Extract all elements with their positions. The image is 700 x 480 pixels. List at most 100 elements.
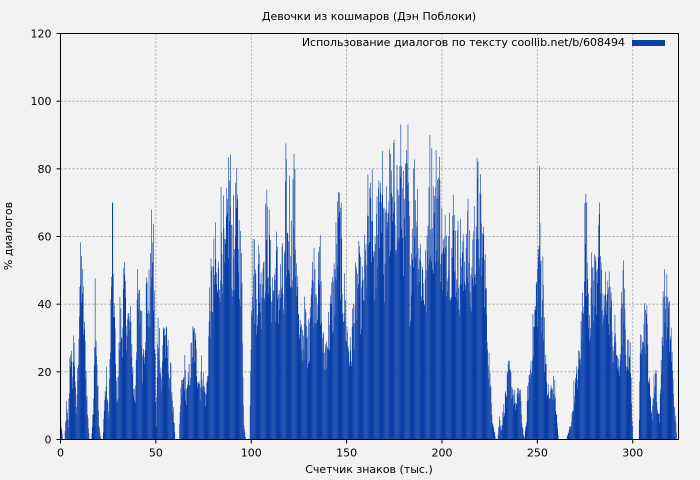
- bar: [93, 365, 95, 440]
- bar: [340, 202, 342, 440]
- bar: [579, 358, 581, 440]
- bar: [366, 265, 368, 440]
- bar: [296, 295, 298, 440]
- bar: [329, 303, 331, 440]
- bar: [140, 310, 142, 440]
- bar: [77, 380, 79, 440]
- bar: [493, 428, 495, 440]
- bar: [383, 207, 385, 440]
- bar: [386, 228, 388, 440]
- bar: [402, 276, 404, 440]
- bar: [667, 327, 668, 440]
- bar: [395, 250, 396, 440]
- bar: [219, 289, 220, 440]
- bar: [170, 363, 172, 440]
- bar: [668, 300, 670, 440]
- bar: [441, 207, 443, 440]
- bar: [613, 361, 614, 440]
- bar: [644, 347, 646, 440]
- bar: [405, 163, 406, 440]
- bar: [460, 258, 462, 440]
- bar: [263, 261, 265, 440]
- bar: [642, 341, 643, 440]
- bar: [469, 230, 470, 440]
- bar: [480, 174, 481, 440]
- bar: [296, 263, 297, 440]
- bar: [389, 149, 390, 440]
- bar: [319, 284, 321, 440]
- bar: [586, 202, 588, 440]
- bar: [507, 364, 509, 440]
- bar: [510, 370, 511, 440]
- bar: [422, 283, 424, 440]
- bar: [112, 273, 114, 440]
- bar: [600, 255, 601, 440]
- bar: [485, 288, 487, 440]
- bar: [164, 336, 166, 440]
- bar: [294, 253, 295, 440]
- bar: [471, 267, 473, 440]
- bar: [168, 387, 170, 440]
- bar: [226, 187, 228, 440]
- bar: [432, 186, 434, 440]
- bar: [587, 279, 589, 440]
- bar: [627, 367, 629, 440]
- bar: [354, 305, 356, 440]
- bar: [502, 412, 504, 440]
- bar: [410, 265, 412, 440]
- bar: [191, 342, 192, 440]
- bar: [516, 404, 517, 440]
- bar: [574, 395, 575, 440]
- bar: [282, 293, 284, 440]
- bar: [201, 355, 202, 440]
- bar: [514, 409, 516, 440]
- bar: [400, 124, 402, 440]
- bar: [387, 222, 388, 440]
- bar: [153, 310, 155, 440]
- bar: [481, 276, 483, 440]
- bar: [466, 277, 468, 440]
- bar: [102, 432, 104, 440]
- bar: [334, 315, 335, 440]
- bar: [462, 241, 464, 440]
- bar: [103, 419, 105, 440]
- bar: [282, 243, 283, 440]
- bar: [391, 192, 393, 440]
- bar: [481, 223, 482, 440]
- bar: [236, 167, 238, 440]
- bar: [256, 298, 257, 440]
- bar: [521, 414, 522, 440]
- bar: [548, 392, 549, 440]
- bar: [528, 375, 530, 440]
- bar: [411, 228, 413, 440]
- bar: [310, 317, 311, 440]
- bar: [605, 271, 606, 440]
- bar: [365, 243, 367, 440]
- bar: [227, 198, 229, 440]
- bar: [291, 220, 292, 440]
- bar: [629, 342, 631, 440]
- bar: [289, 175, 291, 440]
- bar: [217, 290, 219, 440]
- bar: [500, 429, 502, 440]
- bar: [162, 361, 163, 440]
- bar: [482, 233, 483, 440]
- bar: [131, 344, 133, 440]
- bar: [436, 199, 438, 440]
- bar: [470, 274, 472, 440]
- bar: [384, 302, 385, 440]
- bar: [623, 260, 624, 440]
- bar: [507, 374, 508, 440]
- bar: [303, 359, 305, 440]
- bar: [389, 256, 391, 440]
- bar: [276, 231, 277, 440]
- bar: [183, 377, 185, 440]
- bar: [447, 277, 449, 440]
- bar: [289, 255, 291, 440]
- bar: [486, 341, 488, 440]
- bar: [655, 370, 657, 440]
- bar: [104, 391, 106, 440]
- bar: [556, 423, 558, 440]
- bar: [551, 388, 552, 440]
- bar: [398, 195, 400, 440]
